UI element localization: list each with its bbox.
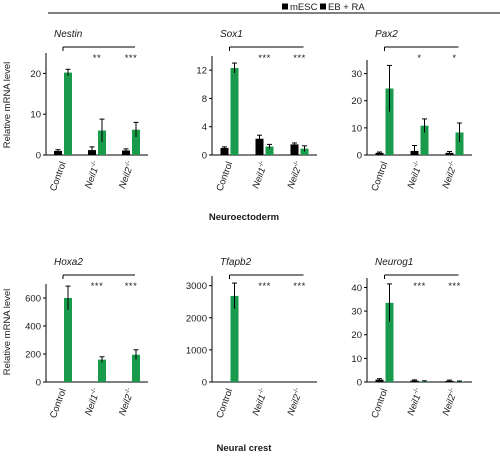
- bar-ebra: [385, 302, 394, 382]
- bar-mesc: [220, 147, 229, 155]
- x-tick-label: Neil1-/-: [82, 160, 103, 190]
- significance-label: ***: [91, 281, 104, 292]
- y-tick-label: 0: [357, 378, 362, 389]
- bar-ebra: [98, 130, 106, 155]
- y-axis-label-top: Relative mRNA level: [2, 62, 13, 149]
- y-tick-label: 0: [202, 151, 207, 162]
- y-tick-label: 0: [36, 378, 41, 389]
- y-tick-label: 200: [25, 350, 41, 361]
- bar-mesc: [375, 152, 384, 155]
- bar-ebra: [265, 146, 274, 155]
- chart-panel-pax2: Pax2 0 10 20 30 Control Neil1-/- * Neil2-/- *: [351, 29, 472, 193]
- significance-label: ***: [125, 281, 138, 292]
- significance-label: **: [93, 53, 101, 64]
- x-tick-label: Control: [370, 160, 391, 193]
- bar-mesc: [54, 150, 62, 155]
- chart-title: Hoxa2: [54, 257, 83, 268]
- x-tick-label: Control: [370, 387, 391, 420]
- bar-mesc: [290, 144, 299, 155]
- y-tick-label: 4: [202, 122, 207, 133]
- chart-title: Nestin: [54, 29, 83, 40]
- y-tick-label: 400: [25, 322, 41, 333]
- x-tick-label: Control: [215, 160, 236, 193]
- y-tick-label: 10: [351, 123, 362, 134]
- significance-label: ***: [293, 281, 306, 292]
- chart-panel-tfapb2: Tfapb2 0 1000 2000 3000 Control Neil1-/- *** Nei…: [186, 257, 317, 420]
- significance-label: ***: [258, 281, 271, 292]
- y-tick-label: 600: [25, 294, 41, 305]
- legend-label-mesc: mESC: [290, 2, 318, 13]
- section-label-neuroectoderm: Neuroectoderm: [209, 212, 279, 223]
- significance-label: ***: [125, 53, 138, 64]
- y-tick-label: 20: [351, 330, 362, 341]
- significance-label: ***: [413, 281, 426, 292]
- significance-label: ***: [258, 53, 271, 64]
- x-tick-label: Neil1-/-: [405, 387, 426, 417]
- x-tick-label: Neil1-/-: [250, 387, 271, 417]
- legend-label-ebra: EB + RA: [328, 2, 365, 13]
- chart-title: Sox1: [220, 29, 243, 40]
- y-tick-label: 8: [202, 94, 207, 105]
- bar-ebra: [64, 72, 72, 155]
- legend-swatch-mesc: [282, 3, 288, 10]
- bar-ebra: [98, 359, 106, 382]
- y-tick-label: 0: [202, 378, 207, 389]
- x-tick-label: Neil2-/-: [116, 387, 137, 417]
- significance-label: *: [452, 53, 456, 64]
- significance-label: ***: [448, 281, 461, 292]
- section-label-neural-crest: Neural crest: [217, 443, 273, 454]
- y-tick-label: 20: [30, 69, 41, 80]
- bar-ebra: [455, 132, 464, 155]
- bar-mesc: [375, 379, 384, 382]
- y-tick-label: 20: [351, 96, 362, 107]
- bar-ebra: [132, 354, 140, 382]
- y-tick-label: 2000: [186, 313, 207, 324]
- chart-panel-sox1: Sox1 0 4 8 12 Control Neil1-/- *** Neil2-/- ***: [196, 29, 317, 193]
- bar-ebra: [64, 298, 72, 382]
- x-tick-label: Neil2-/-: [285, 160, 306, 190]
- bar-ebra: [230, 68, 239, 155]
- bar-ebra: [300, 148, 309, 155]
- bar-ebra: [385, 88, 394, 155]
- bar-ebra: [420, 125, 429, 155]
- y-tick-label: 30: [351, 307, 362, 318]
- y-tick-label: 10: [30, 110, 41, 121]
- x-tick-label: Neil2-/-: [116, 160, 137, 190]
- y-tick-label: 3000: [186, 281, 207, 292]
- chart-panel-hoxa2: Hoxa2 0 200 400 600 Control Neil1-/- *** Neil2-/…: [25, 257, 148, 420]
- bar-mesc: [122, 150, 130, 155]
- x-tick-label: Neil2-/-: [440, 387, 461, 417]
- y-tick-label: 10: [351, 354, 362, 365]
- y-tick-label: 12: [196, 66, 207, 77]
- y-tick-label: 0: [357, 151, 362, 162]
- significance-label: *: [417, 53, 421, 64]
- x-tick-label: Control: [48, 160, 69, 193]
- chart-title: Neurog1: [375, 257, 413, 268]
- bar-ebra: [230, 295, 239, 382]
- y-tick-label: 0: [36, 151, 41, 162]
- legend: mESC EB + RA: [282, 2, 365, 13]
- legend-swatch-ebra: [320, 3, 326, 10]
- chart-title: Tfapb2: [220, 257, 252, 268]
- x-tick-label: Control: [215, 387, 236, 420]
- y-tick-label: 1000: [186, 345, 207, 356]
- significance-label: ***: [293, 53, 306, 64]
- x-tick-label: Neil1-/-: [250, 160, 271, 190]
- x-tick-label: Control: [48, 387, 69, 420]
- y-axis-label-bottom: Relative mRNA level: [2, 289, 13, 376]
- y-tick-label: 40: [351, 283, 362, 294]
- x-tick-label: Neil1-/-: [82, 387, 103, 417]
- x-tick-label: Neil1-/-: [405, 160, 426, 190]
- chart-panel-neurog1: Neurog1 0 10 20 30 40 Control Neil1-/- *** Neil2-…: [351, 257, 472, 420]
- chart-title: Pax2: [375, 29, 398, 40]
- x-tick-label: Neil2-/-: [285, 387, 306, 417]
- y-tick-label: 30: [351, 69, 362, 80]
- x-tick-label: Neil2-/-: [440, 160, 461, 190]
- chart-panel-nestin: Nestin 0 10 20 Control Neil1-/- ** Neil2-/- ***: [30, 29, 148, 193]
- bar-mesc: [255, 138, 264, 155]
- bar-ebra: [132, 129, 140, 155]
